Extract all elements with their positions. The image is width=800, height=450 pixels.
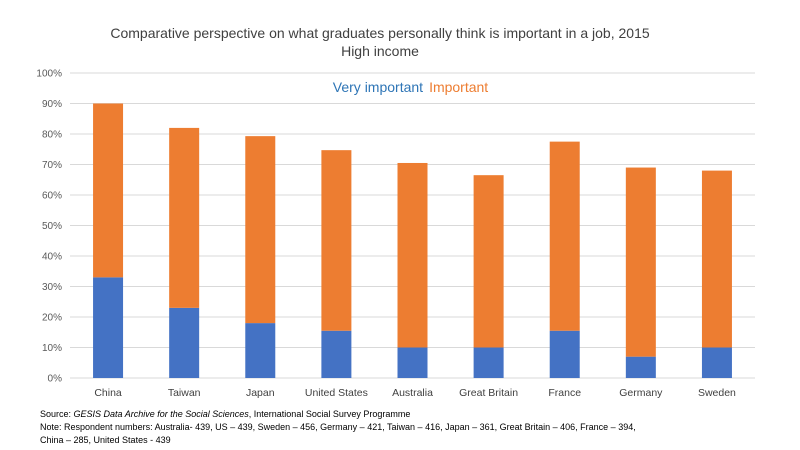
x-tick-label-germany: Germany — [619, 387, 663, 399]
bar-sweden-very-important — [701, 347, 732, 378]
source-programme: , International Social Survey Programme — [248, 409, 411, 419]
y-tick-label-20: 20% — [42, 313, 62, 324]
bar-united-states-important — [321, 150, 352, 331]
x-tick-label-great-britain: Great Britain — [459, 387, 518, 399]
source-line: Source: GESIS Data Archive for the Socia… — [40, 408, 780, 421]
bars — [93, 103, 732, 378]
x-tick-label-united-states: United States — [305, 387, 368, 399]
y-tick-label-40: 40% — [42, 252, 62, 263]
legend-label: Very important Important — [333, 79, 489, 95]
bar-germany-very-important — [625, 356, 656, 378]
bar-china-very-important — [93, 277, 124, 378]
legend-entry-very-important: Very important — [333, 79, 423, 95]
note-line-2: China – 285, United States - 439 — [40, 435, 171, 445]
x-tick-label-france: France — [548, 387, 581, 399]
chart-subtitle: High income — [341, 43, 419, 59]
bar-japan-very-important — [245, 323, 276, 378]
y-tick-label-0: 0% — [48, 374, 63, 385]
bar-china-important — [93, 103, 124, 278]
bar-japan-important — [245, 136, 276, 324]
chart-title: Comparative perspective on what graduate… — [110, 25, 650, 41]
x-tick-label-japan: Japan — [246, 387, 275, 399]
bar-great-britain-important — [473, 175, 504, 348]
legend: Very important Important — [333, 79, 489, 95]
y-axis: 0% 10% 20% 30% 40% 50% 60% 70% 80% 90% 100% — [36, 69, 62, 385]
bar-great-britain-very-important — [473, 347, 504, 378]
bar-sweden-important — [701, 170, 732, 348]
x-tick-label-china: China — [94, 387, 122, 399]
y-tick-label-80: 80% — [42, 130, 62, 141]
note-line-1: Note: Respondent numbers: Australia- 439… — [40, 422, 636, 432]
x-axis: China Taiwan Japan United States Australia Gr… — [94, 387, 736, 399]
bar-australia-important — [397, 162, 428, 348]
source-archive-name: GESIS Data Archive for the Social Scienc… — [73, 409, 249, 419]
y-tick-label-100: 100% — [36, 69, 62, 80]
x-tick-label-sweden: Sweden — [698, 387, 736, 399]
source-prefix: Source: — [40, 409, 74, 419]
bar-france-important — [549, 141, 580, 331]
chart-notes: Source: GESIS Data Archive for the Socia… — [40, 408, 780, 447]
bar-taiwan-very-important — [169, 307, 200, 378]
y-tick-label-30: 30% — [42, 282, 62, 293]
bar-united-states-very-important — [321, 330, 352, 378]
y-tick-label-70: 70% — [42, 160, 62, 171]
stacked-bar-chart: Comparative perspective on what graduate… — [36, 25, 755, 399]
y-tick-label-60: 60% — [42, 191, 62, 202]
bar-germany-important — [625, 167, 656, 357]
y-tick-label-50: 50% — [42, 221, 62, 232]
x-tick-label-australia: Australia — [392, 387, 433, 399]
x-tick-label-taiwan: Taiwan — [168, 387, 201, 399]
y-tick-label-90: 90% — [42, 99, 62, 110]
legend-entry-important: Important — [429, 79, 488, 95]
bar-australia-very-important — [397, 347, 428, 378]
bar-taiwan-important — [169, 127, 200, 308]
bar-france-very-important — [549, 330, 580, 378]
y-tick-label-10: 10% — [42, 343, 62, 354]
